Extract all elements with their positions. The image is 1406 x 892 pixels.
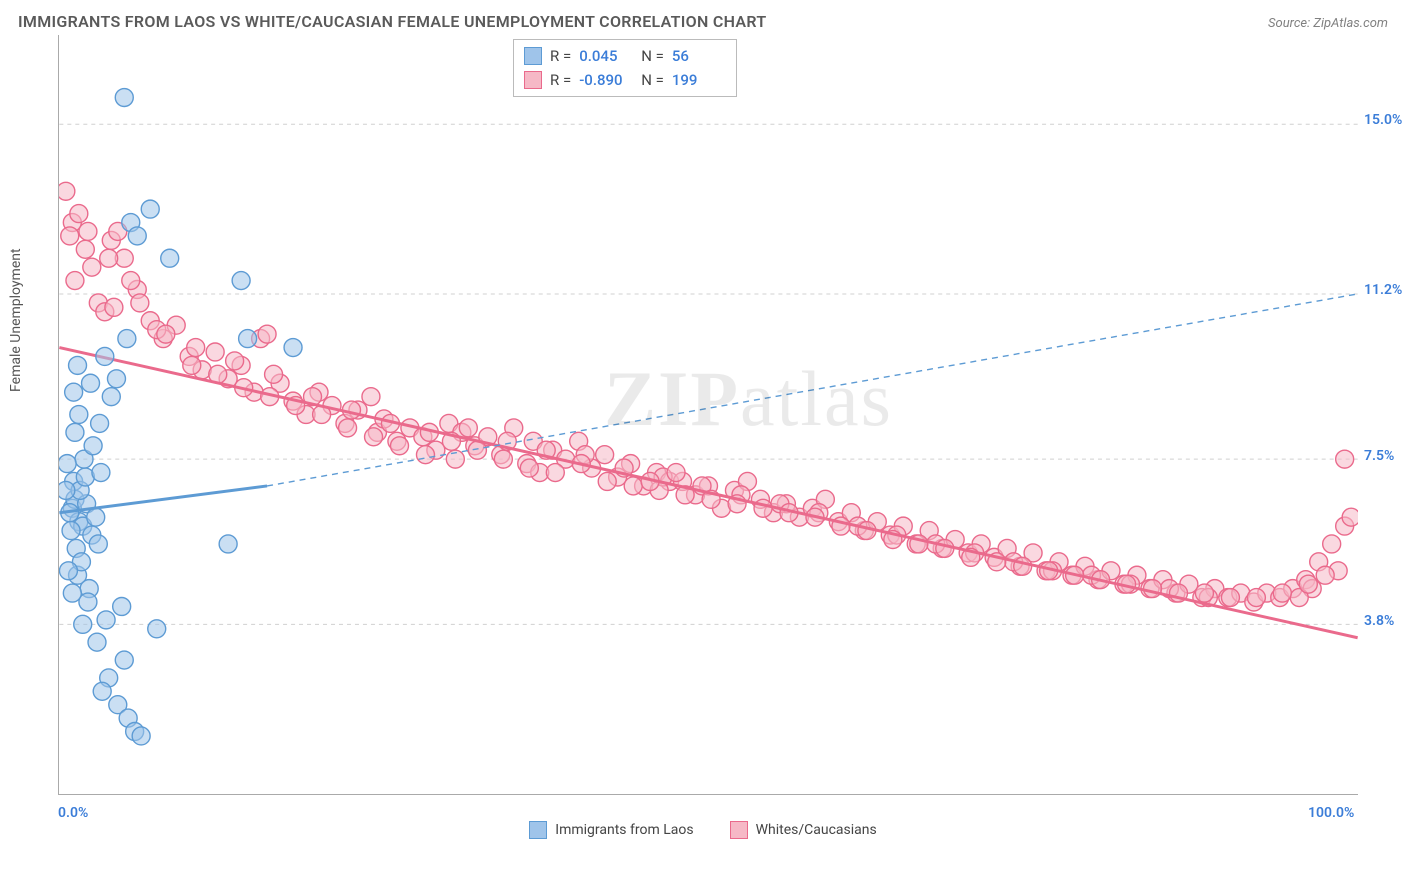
scatter-plot-svg: [58, 35, 1358, 795]
x-label-left: 0.0%: [58, 805, 88, 821]
x-label-right: 100.0%: [1308, 805, 1354, 821]
label-n: N =: [641, 44, 664, 68]
label-r: R =: [550, 44, 571, 68]
label-r: R =: [550, 68, 571, 92]
y-tick-label: 11.2%: [1364, 282, 1402, 298]
swatch-blue: [524, 47, 542, 65]
value-n-blue: 56: [672, 44, 726, 68]
y-tick-label: 15.0%: [1364, 112, 1402, 128]
bottom-legend: Immigrants from Laos Whites/Caucasians: [18, 821, 1388, 839]
chart-title: IMMIGRANTS FROM LAOS VS WHITE/CAUCASIAN …: [18, 12, 767, 31]
correlation-stats-box: R = 0.045 N = 56 R = -0.890 N = 199: [513, 39, 737, 97]
swatch-pink: [524, 71, 542, 89]
y-axis-label: Female Unemployment: [8, 248, 24, 392]
swatch-blue: [529, 821, 547, 839]
swatch-pink: [730, 821, 748, 839]
source-attribution: Source: ZipAtlas.com: [1268, 16, 1388, 31]
legend-item-blue: Immigrants from Laos: [529, 821, 693, 839]
legend-label-pink: Whites/Caucasians: [756, 822, 877, 838]
stats-row-pink: R = -0.890 N = 199: [524, 68, 726, 92]
value-n-pink: 199: [672, 68, 726, 92]
y-tick-label: 3.8%: [1364, 613, 1394, 629]
value-r-blue: 0.045: [579, 44, 633, 68]
legend-item-pink: Whites/Caucasians: [730, 821, 877, 839]
value-r-pink: -0.890: [579, 68, 633, 92]
legend-label-blue: Immigrants from Laos: [555, 822, 693, 838]
y-tick-label: 7.5%: [1364, 448, 1394, 464]
stats-row-blue: R = 0.045 N = 56: [524, 44, 726, 68]
label-n: N =: [641, 68, 664, 92]
plot-area: Female Unemployment ZIPatlas R = 0.045 N…: [18, 35, 1388, 835]
